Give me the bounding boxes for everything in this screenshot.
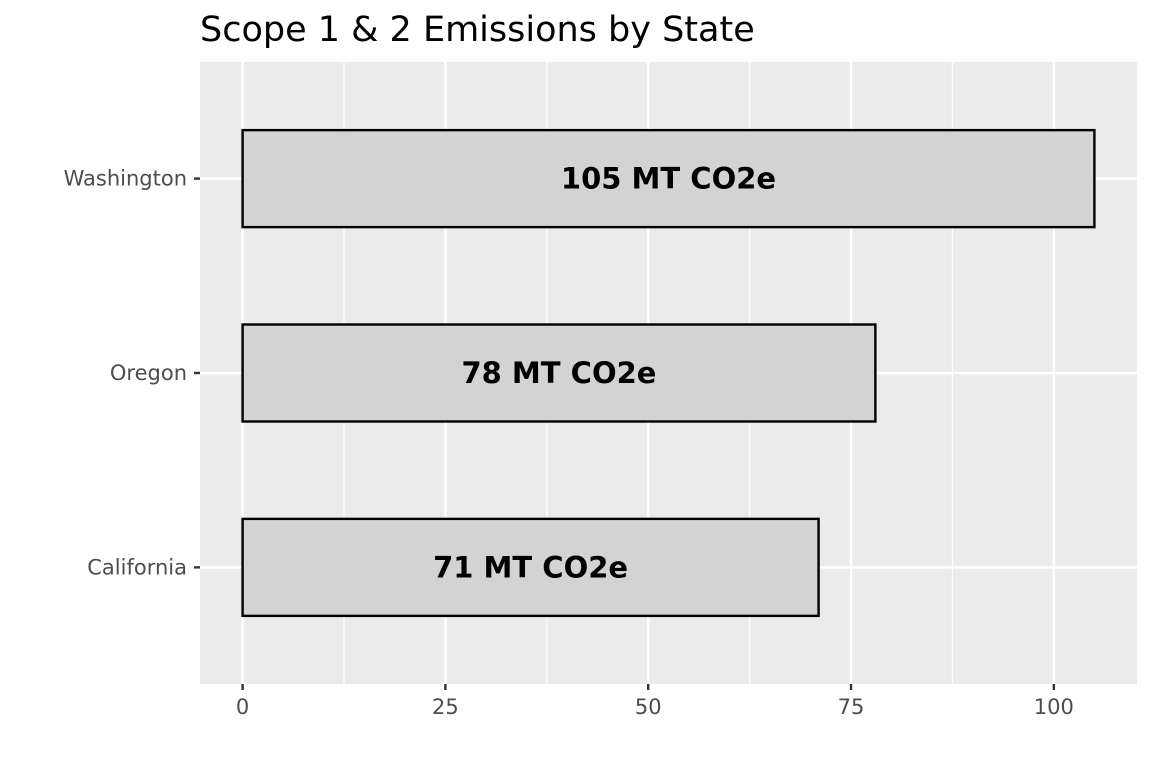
y-tick-label: Washington (64, 167, 187, 191)
bar-labels: 105 MT CO2e 78 MT CO2e 71 MT CO2e (433, 162, 776, 585)
y-axis: Washington Oregon California (64, 167, 200, 579)
bar-data-label: 71 MT CO2e (433, 550, 628, 584)
bar-data-label: 105 MT CO2e (561, 162, 776, 196)
x-tick-label: 25 (432, 695, 459, 719)
x-tick-label: 100 (1034, 695, 1074, 719)
y-tick-label: California (87, 555, 187, 579)
bars (241, 128, 1096, 618)
chart-title: Scope 1 & 2 Emissions by State (200, 10, 755, 50)
bar-california (241, 517, 820, 618)
bar-washington (241, 128, 1096, 229)
x-axis: 0 25 50 75 100 (236, 684, 1074, 719)
bar-data-label: 78 MT CO2e (461, 356, 656, 390)
x-tick-label: 75 (838, 695, 865, 719)
x-tick-label: 50 (635, 695, 662, 719)
x-tick-label: 0 (236, 695, 249, 719)
y-tick-label: Oregon (110, 361, 187, 385)
bar-oregon (241, 323, 877, 423)
